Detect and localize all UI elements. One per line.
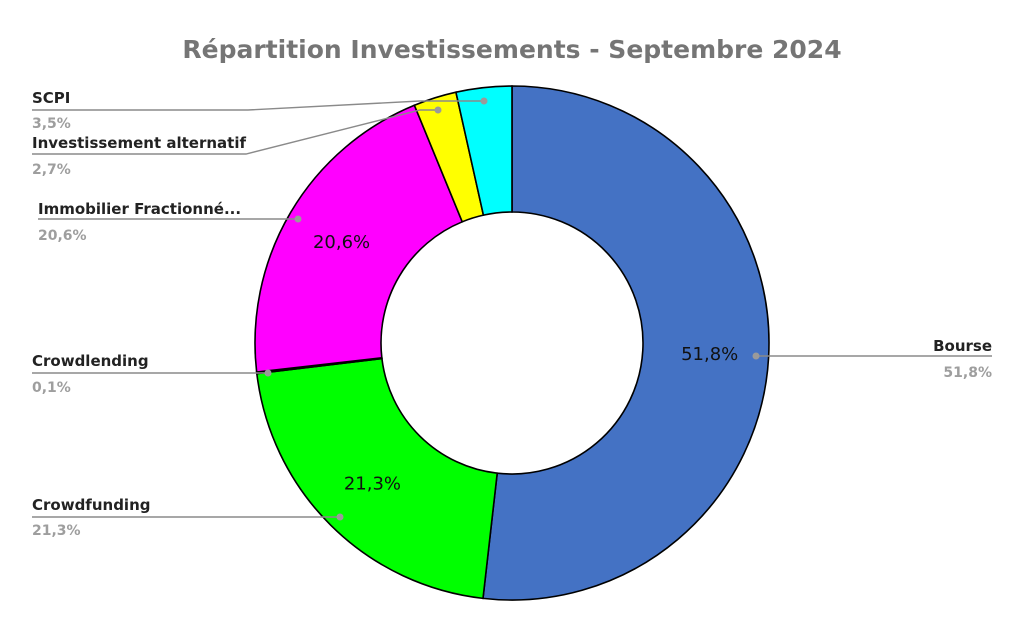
slice-crowdfunding	[255, 357, 499, 600]
inner-label-immobilier-fractionne: 20,6%	[313, 232, 370, 253]
callout-pct-crowdfunding: 21,3%	[32, 523, 81, 539]
callout-name-crowdlending: Crowdlending	[32, 352, 149, 370]
callout-name-immobilier-fractionne: Immobilier Fractionné...	[38, 200, 241, 218]
chart-title: Répartition Investissements - Septembre …	[182, 35, 841, 64]
callout-pct-immobilier-fractionne: 20,6%	[38, 228, 87, 244]
slice-immobilier-fractionne	[254, 104, 464, 373]
inner-labels-group: 51,8% 21,3% 20,6%	[313, 232, 738, 494]
leader-dot-crowdlending	[264, 369, 272, 377]
callout-name-bourse: Bourse	[933, 337, 992, 355]
leader-line-scpi	[32, 100, 484, 111]
callout-pct-bourse: 51,8%	[943, 365, 992, 381]
callout-pct-investissement-alternatif: 2,7%	[32, 162, 71, 178]
inner-label-crowdfunding: 21,3%	[344, 473, 401, 494]
leader-dot-crowdfunding	[336, 513, 344, 521]
leader-dot-investissement-alternatif	[434, 106, 442, 114]
callout-name-crowdfunding: Crowdfunding	[32, 496, 150, 514]
leader-dot-bourse	[752, 352, 760, 360]
slice-scpi	[454, 85, 513, 217]
leader-dot-immobilier-fractionne	[294, 215, 302, 223]
callout-pct-crowdlending: 0,1%	[32, 380, 71, 396]
leader-line-investissement-alternatif	[32, 109, 438, 155]
callout-name-investissement-alternatif: Investissement alternatif	[32, 134, 246, 152]
callout-pct-scpi: 3,5%	[32, 116, 71, 132]
leader-dot-scpi	[480, 97, 488, 105]
callout-name-scpi: SCPI	[32, 89, 70, 107]
callouts-group: Bourse 51,8% Crowdfunding 21,3% Crowdlending…	[32, 89, 992, 539]
slices-group	[254, 85, 770, 601]
inner-label-bourse: 51,8%	[681, 344, 738, 365]
slice-bourse	[482, 85, 770, 601]
